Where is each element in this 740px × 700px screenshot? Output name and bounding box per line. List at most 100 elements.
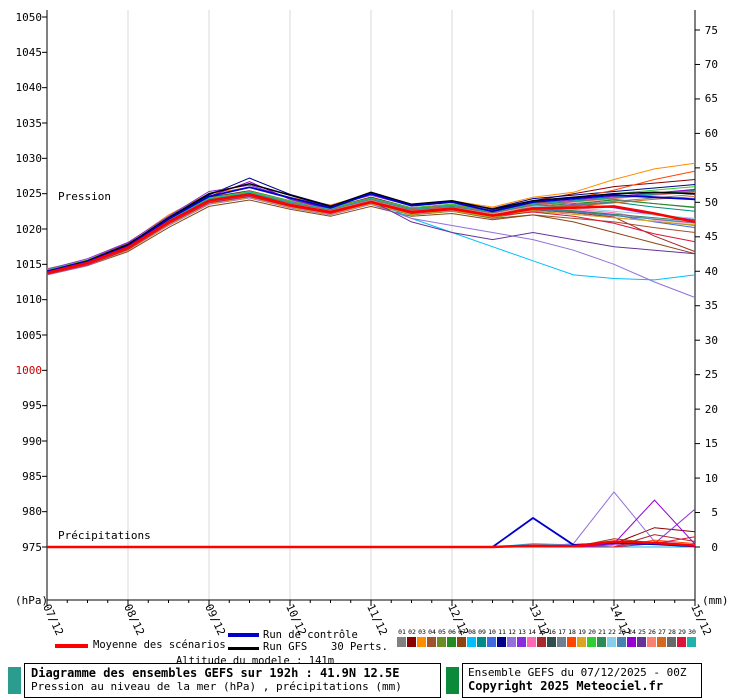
member-number: 14	[528, 628, 536, 636]
member-number: 26	[648, 628, 656, 636]
diagram-title: Diagramme des ensembles GEFS sur 192h : …	[31, 666, 400, 680]
member-number: 07	[458, 628, 466, 636]
y-axis-label-left: 1035	[15, 116, 43, 130]
y-axis-label-right: 75	[704, 23, 718, 37]
member-number: 29	[678, 628, 686, 636]
legend-mean-line	[55, 644, 88, 648]
footer-left-box: Diagramme des ensembles GEFS sur 192h : …	[24, 663, 441, 698]
member-color-swatch	[447, 637, 456, 647]
member-number: 01	[398, 628, 406, 636]
y-axis-label-left: 1005	[15, 328, 43, 342]
member-number: 12	[508, 628, 516, 636]
member-color-swatch	[647, 637, 656, 647]
pressure-series-label: Pression	[58, 190, 111, 203]
member-color-swatch	[527, 637, 536, 647]
right-axis-unit-label: (mm)	[702, 594, 729, 607]
y-axis-label-left: 1025	[15, 187, 43, 201]
member-number: 18	[568, 628, 576, 636]
member-number: 27	[658, 628, 666, 636]
member-number: 10	[488, 628, 496, 636]
member-number: 06	[448, 628, 456, 636]
y-axis-label-left: 1015	[15, 257, 43, 271]
member-number: 03	[418, 628, 426, 636]
legend-control-line	[228, 633, 259, 637]
member-number: 22	[608, 628, 616, 636]
member-color-swatch	[437, 637, 446, 647]
member-color-swatch	[467, 637, 476, 647]
y-axis-label-right: 10	[704, 471, 718, 485]
y-axis-label-left: 985	[22, 469, 42, 483]
member-color-swatch	[477, 637, 486, 647]
legend-mean-label: Moyenne des scénarios	[93, 639, 226, 651]
member-color-swatch	[657, 637, 666, 647]
run-info: Ensemble GEFS du 07/12/2025 - 00Z	[468, 666, 687, 679]
y-axis-label-left: 990	[22, 434, 42, 448]
y-axis-label-left: 980	[22, 505, 42, 519]
legend-control-label: Run de contrôle	[263, 629, 358, 641]
y-axis-label-right: 25	[704, 368, 718, 382]
member-color-swatch	[677, 637, 686, 647]
member-number: 04	[428, 628, 436, 636]
member-number: 09	[478, 628, 486, 636]
member-color-swatch	[537, 637, 546, 647]
member-color-swatch	[597, 637, 606, 647]
member-number: 05	[438, 628, 446, 636]
y-axis-label-right: 20	[704, 402, 718, 416]
member-number: 11	[498, 628, 506, 636]
member-number: 23	[618, 628, 626, 636]
pressure-series-P07	[46, 199, 696, 276]
pressure-series-Run GFS	[46, 183, 696, 273]
member-number: 16	[548, 628, 556, 636]
member-color-swatch	[627, 637, 636, 647]
member-color-swatch	[407, 637, 416, 647]
right-marker-icon	[446, 667, 459, 694]
legend-gfs-line	[228, 647, 259, 650]
precipitation-series-label: Précipitations	[58, 529, 151, 542]
y-axis-label-right: 0	[711, 540, 718, 554]
member-color-swatch	[487, 637, 496, 647]
y-axis-label-left: 1000	[15, 363, 43, 377]
member-color-swatch	[577, 637, 586, 647]
y-axis-label-left: 1010	[15, 293, 43, 307]
x-axis-label: 07/12	[40, 602, 66, 638]
y-axis-label-right: 5	[711, 506, 718, 519]
member-number: 19	[578, 628, 586, 636]
y-axis-label-right: 45	[704, 230, 718, 244]
member-color-swatch	[417, 637, 426, 647]
member-color-swatch	[667, 637, 676, 647]
member-number: 17	[558, 628, 566, 636]
y-axis-label-right: 15	[704, 437, 718, 451]
y-axis-label-right: 65	[704, 92, 718, 106]
left-marker-icon	[8, 667, 21, 694]
member-color-swatch	[557, 637, 566, 647]
member-color-swatch	[637, 637, 646, 647]
member-color-swatch	[507, 637, 516, 647]
y-axis-label-left: 1045	[15, 45, 43, 59]
y-axis-label-right: 70	[704, 58, 718, 71]
member-color-swatch	[397, 637, 406, 647]
member-number: 30	[688, 628, 696, 636]
y-axis-label-right: 50	[704, 195, 718, 209]
member-color-swatch	[457, 637, 466, 647]
footer-right-box: Ensemble GEFS du 07/12/2025 - 00Z Copyri…	[462, 663, 702, 698]
x-axis-label: 08/12	[121, 602, 147, 638]
member-number: 13	[518, 628, 526, 636]
pressure-series-Moyenne des scénarios	[46, 193, 696, 275]
member-color-swatch	[567, 637, 576, 647]
y-axis-label-left: 1050	[15, 10, 43, 24]
y-axis-label-left: 975	[22, 540, 42, 554]
y-axis-label-right: 35	[704, 299, 718, 313]
member-number: 15	[538, 628, 546, 636]
member-color-swatch	[687, 637, 696, 647]
member-color-swatch	[547, 637, 556, 647]
member-swatches-row	[397, 637, 696, 647]
member-color-swatch	[607, 637, 616, 647]
member-numbers-row: 01 02 03 04 05 06 07 08 09 10 11 12 13 14 15 16 17 18 19 20…	[397, 628, 697, 636]
member-number: 28	[668, 628, 676, 636]
pressure-series-Run de contrôle	[46, 186, 696, 273]
legend-perts-label: 30 Perts.	[331, 641, 388, 653]
y-axis-label-left: 1020	[15, 222, 43, 236]
